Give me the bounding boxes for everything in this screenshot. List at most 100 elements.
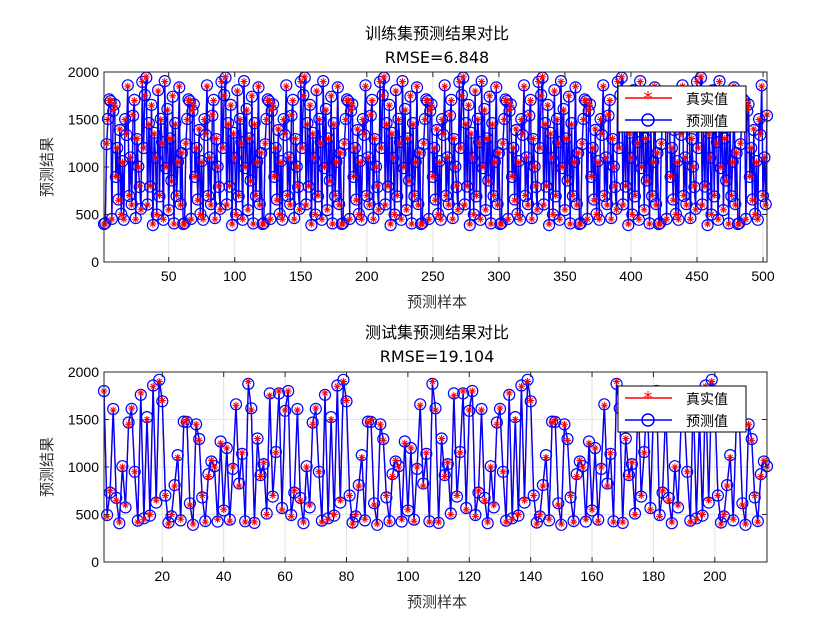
train-pred-point xyxy=(718,132,731,145)
test-pred-point xyxy=(315,514,328,527)
test-true-point xyxy=(106,487,114,495)
test-true-point xyxy=(339,378,347,385)
train-pred-point xyxy=(606,133,619,146)
train-true-point xyxy=(163,106,171,114)
train-true-point xyxy=(653,149,661,157)
train-pred-point xyxy=(189,170,202,183)
test-true-point xyxy=(352,511,360,518)
test-pred-point xyxy=(257,458,270,471)
train-true-point xyxy=(169,92,177,100)
train-true-point xyxy=(708,211,716,218)
train-pred-point xyxy=(321,204,334,217)
train-pred-point xyxy=(698,180,712,193)
train-true-point xyxy=(314,192,322,199)
train-true-point xyxy=(690,182,698,190)
train-true-point xyxy=(284,192,292,199)
test-pred-point xyxy=(214,435,227,448)
train-true-point xyxy=(358,215,366,223)
train-true-point xyxy=(603,201,611,209)
train-pred-point xyxy=(152,84,165,97)
legend-asterisk-icon: * xyxy=(644,88,653,109)
train-pred-point xyxy=(756,189,770,202)
train-true-point xyxy=(579,116,587,123)
test-y-tick-label: 1000 xyxy=(68,459,99,475)
train-true-point xyxy=(717,163,725,171)
train-true-point xyxy=(535,78,543,85)
train-true-point xyxy=(758,82,766,90)
train-true-point xyxy=(165,206,173,214)
train-true-point xyxy=(132,215,140,223)
test-true-point xyxy=(640,449,648,457)
train-pred-point xyxy=(542,219,556,232)
test-pred-point xyxy=(463,404,476,417)
train-pred-point xyxy=(686,160,700,173)
test-pred-point xyxy=(475,402,488,416)
train-pred-point xyxy=(123,189,136,202)
train-true-point xyxy=(428,101,436,109)
test-x-tick-label: 200 xyxy=(703,568,727,584)
train-pred-point xyxy=(466,151,479,164)
test-pred-point xyxy=(745,432,758,446)
test-true-point xyxy=(404,506,412,514)
test-pred-point xyxy=(125,402,138,415)
train-true-point xyxy=(408,220,416,228)
train-pred-point xyxy=(121,79,134,92)
train-true-point xyxy=(249,220,257,228)
test-x-tick-label: 120 xyxy=(458,568,482,584)
test-x-axis-label: 预测样本 xyxy=(407,593,467,611)
train-y-axis-label: 预测结果 xyxy=(38,137,56,197)
train-true-point xyxy=(222,73,230,81)
train-true-point xyxy=(327,92,335,100)
train-true-point xyxy=(627,154,635,161)
train-pred-point xyxy=(591,155,605,168)
train-true-point xyxy=(424,97,432,104)
train-pred-point xyxy=(190,141,203,155)
train-pred-point xyxy=(586,141,599,155)
test-true-point xyxy=(143,416,151,423)
train-pred-point xyxy=(505,170,519,183)
train-pred-point xyxy=(348,141,361,155)
train-true-point xyxy=(204,192,212,199)
train-true-point xyxy=(552,192,560,199)
test-pred-point xyxy=(616,516,629,530)
test-true-point xyxy=(754,518,762,526)
train-true-point xyxy=(363,192,371,199)
test-pred-point xyxy=(266,490,279,503)
test-true-point xyxy=(521,496,529,504)
train-true-point xyxy=(447,97,455,104)
train-true-point xyxy=(488,120,496,128)
train-pred-point xyxy=(215,75,228,89)
test-true-point xyxy=(720,511,728,518)
train-pred-point xyxy=(310,84,323,97)
train-true-point xyxy=(207,201,215,209)
train-pred-point xyxy=(412,198,425,211)
train-pred-point xyxy=(338,138,351,151)
test-pred-point xyxy=(279,404,292,417)
train-pred-point xyxy=(141,198,154,211)
train-rmse-subtitle: RMSE=6.848 xyxy=(385,48,489,67)
test-x-tick-label: 40 xyxy=(216,568,232,584)
train-true-point xyxy=(295,206,303,214)
train-true-point xyxy=(305,182,313,190)
train-x-tick-label: 300 xyxy=(487,268,511,284)
train-pred-point xyxy=(520,151,533,164)
train-true-point xyxy=(704,220,712,228)
train-true-point xyxy=(476,215,484,223)
test-pred-point xyxy=(423,515,436,528)
train-pred-point xyxy=(224,98,237,112)
train-true-point xyxy=(515,158,523,166)
train-true-point xyxy=(546,130,554,138)
test-pred-point xyxy=(598,398,611,411)
test-pred-point xyxy=(156,395,169,408)
train-true-point xyxy=(537,92,545,100)
test-true-point xyxy=(395,463,403,471)
train-true-point xyxy=(400,163,408,171)
test-true-point xyxy=(376,420,384,428)
test-pred-point xyxy=(527,489,540,502)
test-pred-point xyxy=(159,489,172,502)
train-pred-point xyxy=(112,193,125,206)
train-pred-point xyxy=(105,212,119,225)
train-pred-point xyxy=(725,190,738,203)
train-true-point xyxy=(219,144,227,152)
train-pred-point xyxy=(665,141,679,155)
